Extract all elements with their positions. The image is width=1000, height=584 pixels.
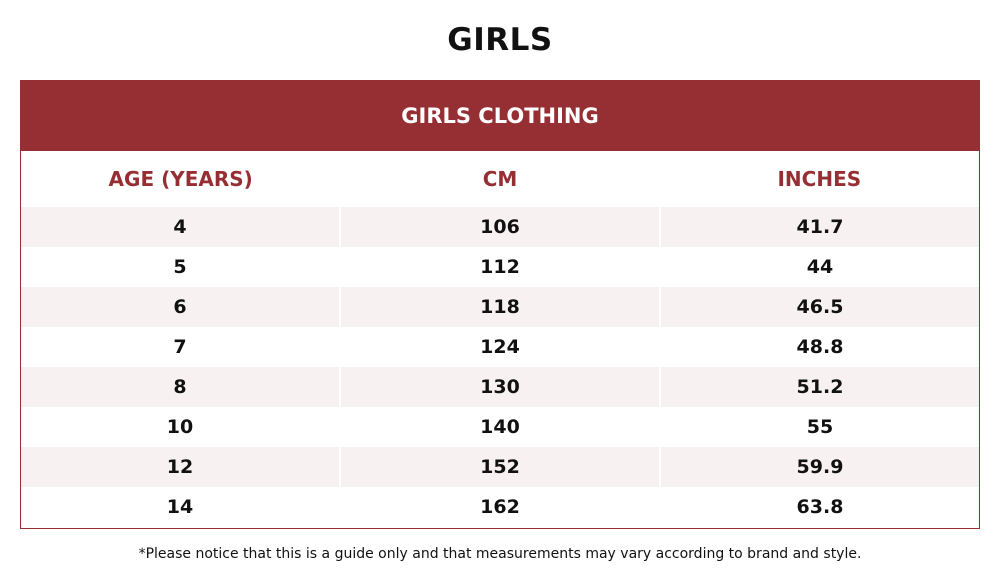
table-row: 4 106 41.7 bbox=[21, 207, 979, 247]
inches-cell: 44 bbox=[806, 256, 834, 278]
inches-cell: 46.5 bbox=[661, 287, 979, 327]
cm-cell: 106 bbox=[341, 207, 659, 247]
age-cell: 12 bbox=[21, 447, 339, 487]
size-chart-table: GIRLS CLOTHING AGE (YEARS) CM INCHES 4 1… bbox=[20, 80, 980, 529]
inches-cell: 51.2 bbox=[661, 367, 979, 407]
table-row: 10 140 55 bbox=[21, 407, 979, 447]
age-cell: 7 bbox=[173, 336, 187, 358]
column-header-inches: INCHES bbox=[777, 167, 862, 191]
column-header-cm: CM bbox=[482, 167, 518, 191]
age-cell: 5 bbox=[173, 256, 187, 278]
cm-cell: 152 bbox=[341, 447, 659, 487]
cm-cell: 118 bbox=[341, 287, 659, 327]
inches-cell: 55 bbox=[806, 416, 834, 438]
cm-cell: 130 bbox=[341, 367, 659, 407]
cm-cell: 112 bbox=[480, 256, 520, 278]
age-cell: 4 bbox=[21, 207, 339, 247]
column-header-age: AGE (YEARS) bbox=[108, 167, 253, 191]
age-cell: 10 bbox=[166, 416, 194, 438]
inches-cell: 41.7 bbox=[661, 207, 979, 247]
inches-cell: 59.9 bbox=[661, 447, 979, 487]
table-row: 6 118 46.5 bbox=[21, 287, 979, 327]
table-row: 14 162 63.8 bbox=[21, 487, 979, 527]
age-cell: 8 bbox=[21, 367, 339, 407]
age-cell: 14 bbox=[166, 496, 194, 518]
cm-cell: 124 bbox=[480, 336, 520, 358]
age-cell: 6 bbox=[21, 287, 339, 327]
table-row: 8 130 51.2 bbox=[21, 367, 979, 407]
inches-cell: 63.8 bbox=[796, 496, 844, 518]
table-row: 7 124 48.8 bbox=[21, 327, 979, 367]
inches-cell: 48.8 bbox=[796, 336, 844, 358]
cm-cell: 162 bbox=[480, 496, 520, 518]
table-caption: GIRLS CLOTHING bbox=[21, 81, 979, 151]
page-title: GIRLS bbox=[447, 22, 553, 58]
table-header-row: AGE (YEARS) CM INCHES bbox=[21, 151, 979, 207]
table-row: 12 152 59.9 bbox=[21, 447, 979, 487]
cm-cell: 140 bbox=[480, 416, 520, 438]
disclaimer-footnote: *Please notice that this is a guide only… bbox=[138, 546, 862, 562]
table-row: 5 112 44 bbox=[21, 247, 979, 287]
